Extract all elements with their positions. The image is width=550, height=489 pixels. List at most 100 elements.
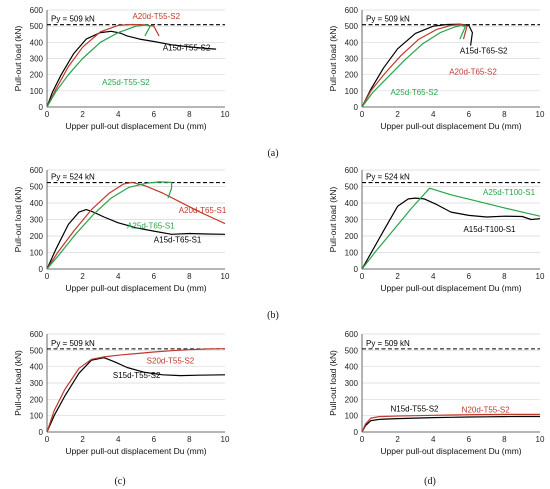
y-tick-label: 0 — [354, 103, 359, 112]
x-tick-label: 2 — [395, 435, 400, 444]
series-label: A15d-T55-S2 — [163, 43, 211, 52]
x-tick-label: 8 — [187, 272, 192, 281]
x-axis-label: Upper pull-out displacement Du (mm) — [65, 283, 206, 293]
y-tick-label: 600 — [30, 166, 44, 175]
y-tick-label: 0 — [39, 428, 44, 437]
chart-panel-5: 0 100 200 300 400 500 600 0 2 4 6 8 10 Upper pull-out… — [13, 330, 230, 456]
row-label-c: (c) — [114, 476, 125, 487]
series-line-A15d-T65-S1 — [46, 209, 226, 270]
y-tick-label: 200 — [345, 395, 359, 404]
chart-panel-6: 0 100 200 300 400 500 600 0 2 4 6 8 10 Upper pull-out… — [328, 330, 545, 456]
series-line-A25d-T100-S1 — [361, 187, 541, 270]
x-tick-label: 2 — [80, 272, 85, 281]
y-tick-label: 500 — [30, 183, 44, 192]
series-label: S20d-T55-S2 — [147, 356, 195, 365]
series-label: A25d-T100-S1 — [483, 188, 536, 197]
y-tick-label: 300 — [345, 55, 359, 64]
x-tick-label: 0 — [45, 435, 50, 444]
py-label: Py = 524 kN — [366, 173, 410, 182]
series-label: A25d-T65-S2 — [390, 88, 438, 97]
x-tick-label: 8 — [502, 110, 507, 119]
y-axis-label: Pull-out load (kN) — [13, 26, 23, 92]
x-tick-label: 0 — [360, 272, 365, 281]
x-tick-label: 8 — [502, 272, 507, 281]
x-axis-label: Upper pull-out displacement Du (mm) — [380, 283, 521, 293]
series-label: N20d-T55-S2 — [462, 405, 511, 414]
y-tick-label: 200 — [345, 232, 359, 241]
series-label: A20d-T55-S2 — [132, 12, 180, 21]
y-tick-label: 100 — [345, 412, 359, 421]
series-line-S15d-T55-S2 — [46, 357, 226, 433]
x-tick-label: 2 — [80, 110, 85, 119]
row-label-b: (b) — [267, 310, 279, 321]
y-tick-label: 100 — [345, 249, 359, 258]
y-tick-label: 500 — [345, 183, 359, 192]
y-tick-label: 0 — [39, 265, 44, 274]
x-tick-label: 0 — [360, 110, 365, 119]
y-tick-label: 400 — [30, 199, 44, 208]
x-axis-label: Upper pull-out displacement Du (mm) — [65, 121, 206, 131]
y-tick-label: 400 — [345, 38, 359, 47]
x-tick-label: 6 — [467, 435, 472, 444]
x-tick-label: 4 — [116, 435, 121, 444]
series-line-A15d-T100-S1 — [361, 197, 541, 270]
series-line-A25d-T55-S2 — [46, 24, 151, 108]
x-tick-label: 0 — [45, 110, 50, 119]
x-tick-label: 6 — [152, 272, 157, 281]
x-tick-label: 10 — [536, 435, 545, 444]
y-tick-label: 400 — [30, 363, 44, 372]
y-tick-label: 200 — [345, 71, 359, 80]
y-tick-label: 0 — [354, 265, 359, 274]
chart-panel-1: 0 100 200 300 400 500 600 0 2 4 6 8 10 Upper pull-out… — [13, 6, 230, 131]
x-tick-label: 6 — [152, 435, 157, 444]
series-label: N15d-T55-S2 — [390, 405, 439, 414]
x-tick-label: 10 — [221, 110, 230, 119]
x-tick-label: 0 — [45, 272, 50, 281]
y-tick-label: 300 — [345, 379, 359, 388]
chart-panel-3: 0 100 200 300 400 500 600 0 2 4 6 8 10 Upper pull-out… — [13, 166, 230, 293]
series-line-A15d-T65-S2 — [361, 23, 473, 108]
x-tick-label: 4 — [431, 435, 436, 444]
series-line-N15d-T55-S2 — [361, 415, 540, 433]
series-label: A20d-T65-S2 — [449, 68, 497, 77]
y-axis-label: Pull-out load (kN) — [328, 350, 338, 416]
x-tick-label: 4 — [431, 110, 436, 119]
y-tick-label: 400 — [345, 199, 359, 208]
series-line-N20d-T55-S2 — [361, 413, 540, 433]
y-tick-label: 200 — [30, 232, 44, 241]
series-line-A25d-T65-S2 — [361, 24, 466, 108]
y-tick-label: 100 — [345, 87, 359, 96]
x-tick-label: 2 — [80, 435, 85, 444]
y-tick-label: 300 — [30, 379, 44, 388]
x-tick-label: 4 — [431, 272, 436, 281]
py-label: Py = 509 kN — [366, 339, 410, 348]
y-tick-label: 400 — [30, 38, 44, 47]
y-tick-label: 100 — [30, 87, 44, 96]
x-tick-label: 0 — [360, 435, 365, 444]
py-label: Py = 509 kN — [51, 339, 95, 348]
y-axis-label: Pull-out load (kN) — [13, 187, 23, 253]
y-tick-label: 600 — [345, 6, 359, 15]
series-label: A15d-T65-S1 — [154, 236, 202, 245]
y-tick-label: 500 — [30, 346, 44, 355]
series-line-A20d-T55-S2 — [46, 23, 160, 108]
series-line-A15d-T55-S2 — [46, 30, 217, 108]
y-tick-label: 600 — [30, 6, 44, 15]
x-tick-label: 8 — [187, 110, 192, 119]
y-tick-label: 200 — [30, 395, 44, 404]
y-tick-label: 100 — [30, 249, 44, 258]
series-line-S20d-T55-S2 — [46, 348, 226, 433]
series-label: A25d-T65-S1 — [127, 222, 175, 231]
x-tick-label: 2 — [395, 272, 400, 281]
x-axis-label: Upper pull-out displacement Du (mm) — [380, 121, 521, 131]
chart-panel-4: 0 100 200 300 400 500 600 0 2 4 6 8 10 Upper pull-out… — [328, 166, 545, 293]
series-label: S15d-T55-S2 — [113, 371, 161, 380]
x-axis-label: Upper pull-out displacement Du (mm) — [65, 446, 206, 456]
x-tick-label: 10 — [536, 272, 545, 281]
y-axis-label: Pull-out load (kN) — [13, 350, 23, 416]
y-tick-label: 300 — [30, 216, 44, 225]
x-tick-label: 8 — [187, 435, 192, 444]
series-label: A25d-T55-S2 — [102, 78, 150, 87]
y-tick-label: 600 — [30, 330, 44, 339]
